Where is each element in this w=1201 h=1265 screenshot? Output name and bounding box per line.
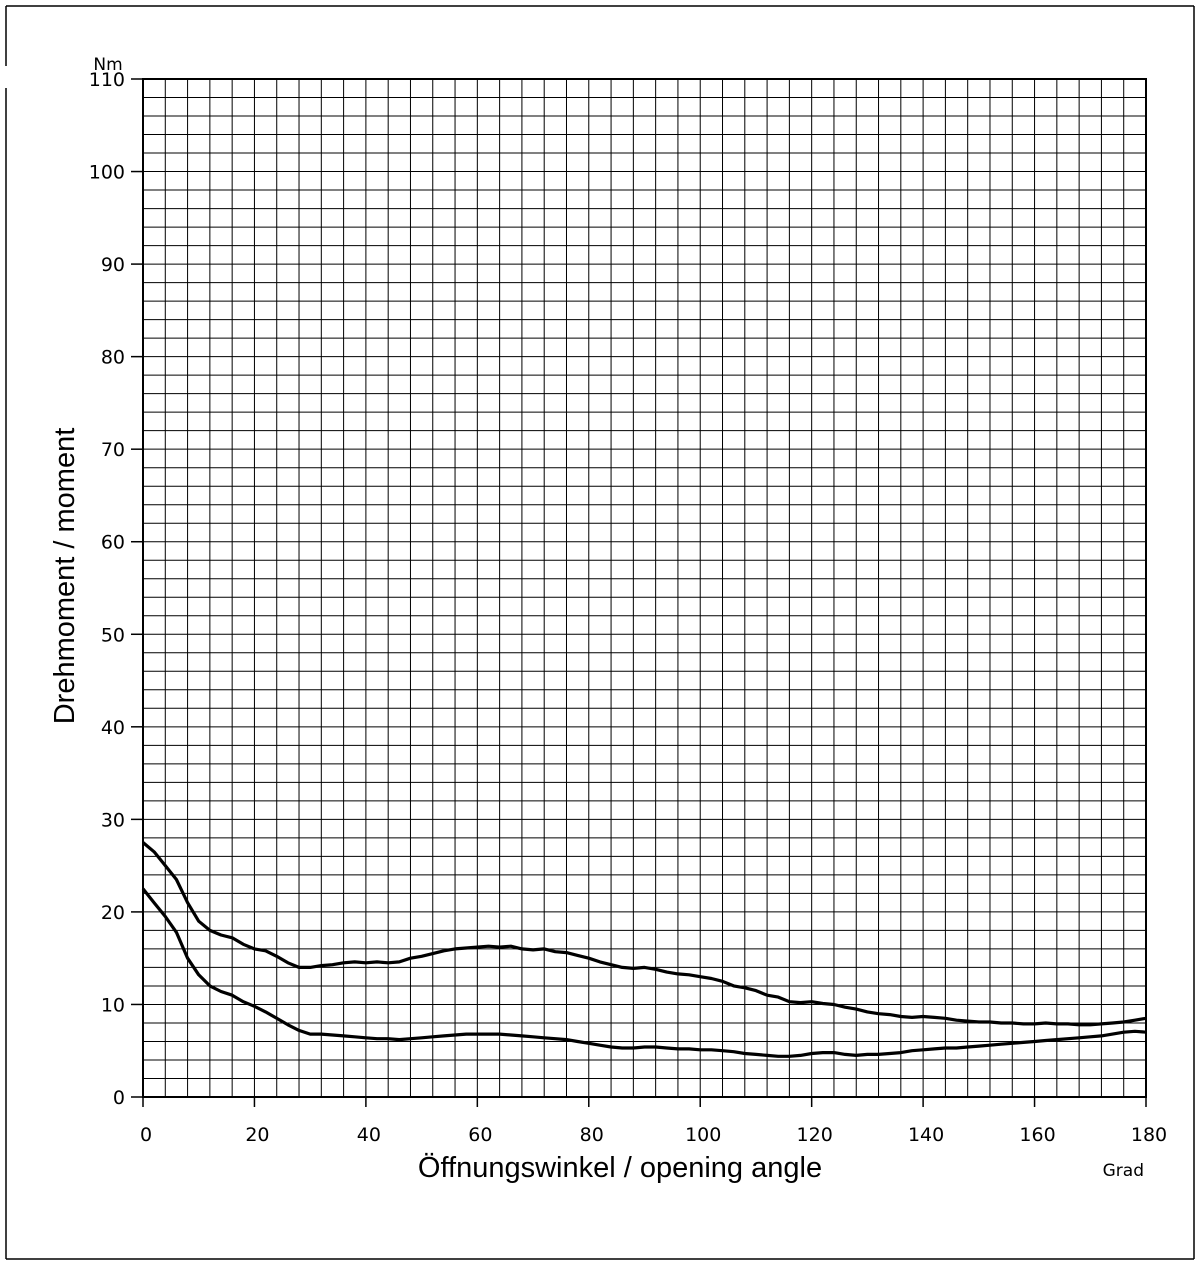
- y-tick-label: 90: [101, 254, 125, 276]
- x-tick-label: 20: [245, 1124, 269, 1146]
- plot-border: [142, 78, 1147, 1098]
- y-tick-label: 110: [89, 69, 125, 91]
- y-tick-label: 70: [101, 439, 125, 461]
- y-axis-title: Drehmoment / moment: [49, 428, 81, 725]
- series-layer: [141, 841, 1147, 1058]
- y-tick-label: 50: [101, 624, 125, 646]
- series-line-1: [141, 841, 1147, 1027]
- y-tick-label: 0: [113, 1087, 125, 1109]
- x-tick-label: 140: [908, 1124, 944, 1146]
- y-tick-label: 100: [89, 162, 125, 184]
- x-tick-label: 80: [580, 1124, 604, 1146]
- x-tick-label: 120: [797, 1124, 833, 1146]
- y-tick-label: 80: [101, 347, 125, 369]
- x-tick-label: 180: [1131, 1124, 1167, 1146]
- x-tick-label: 160: [1019, 1124, 1055, 1146]
- y-tick-label: 20: [101, 902, 125, 924]
- x-tick-label: 0: [140, 1124, 152, 1146]
- page-frame: [5, 5, 1195, 1260]
- series-line-2: [141, 887, 1147, 1058]
- x-tick-label: 100: [685, 1124, 721, 1146]
- x-tick-label: 60: [468, 1124, 492, 1146]
- x-unit-label: Grad: [1103, 1161, 1144, 1181]
- x-tick-label: 40: [357, 1124, 381, 1146]
- minor-grid: [142, 78, 1147, 1098]
- y-tick-label: 30: [101, 809, 125, 831]
- y-tick-labels: 0 10 20 30 40 50 60 70 80 90 100 110: [89, 69, 143, 1109]
- x-tick-labels: 0 20 40 60 80 100 120 140 160 180: [140, 1097, 1167, 1146]
- y-tick-label: 10: [101, 994, 125, 1016]
- y-unit-label: Nm: [93, 55, 122, 75]
- x-axis-title: Öffnungswinkel / opening angle: [418, 1152, 822, 1184]
- y-tick-label: 60: [101, 532, 125, 554]
- y-tick-label: 40: [101, 717, 125, 739]
